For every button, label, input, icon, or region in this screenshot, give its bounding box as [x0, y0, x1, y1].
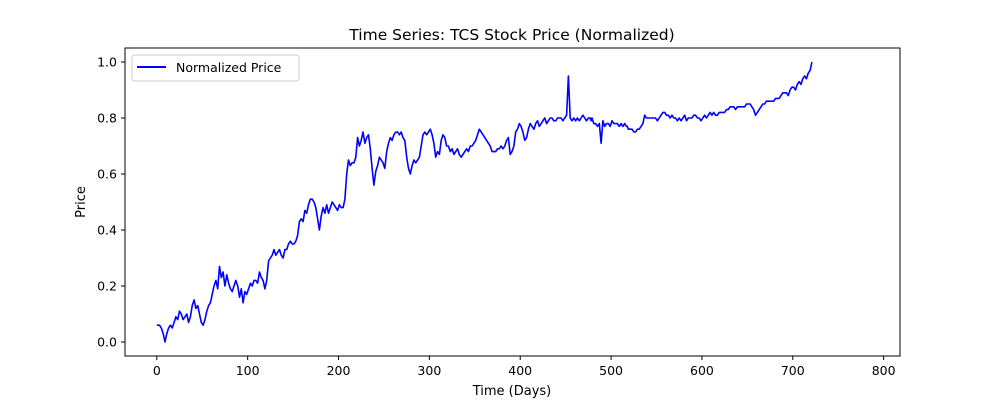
y-tick-label: 0.2	[97, 279, 117, 294]
x-tick-label: 200	[327, 363, 351, 378]
y-tick-label: 0.8	[97, 111, 117, 126]
legend-box	[131, 54, 300, 82]
legend: Normalized Price	[131, 54, 300, 82]
chart-title: Time Series: TCS Stock Price (Normalized…	[348, 26, 674, 44]
x-tick-label: 300	[417, 363, 441, 378]
y-axis-label: Price	[74, 186, 89, 218]
y-tick-label: 0.0	[97, 335, 117, 350]
x-tick-label: 0	[153, 363, 161, 378]
x-tick-label: 100	[236, 363, 260, 378]
y-axis: 0.0 0.2 0.4 0.6 0.8 1.0	[97, 55, 125, 350]
x-tick-label: 600	[690, 363, 714, 378]
x-tick-label: 500	[599, 363, 623, 378]
y-tick-label: 0.4	[97, 223, 117, 238]
y-tick-label: 1.0	[97, 55, 117, 70]
x-tick-label: 400	[508, 363, 532, 378]
x-tick-label: 800	[872, 363, 896, 378]
price-line	[156, 61, 813, 343]
x-axis: 0 100 200 300 400 500 600 700 800	[153, 356, 896, 378]
plot-area	[124, 47, 901, 357]
plot-frame	[124, 47, 901, 357]
x-axis-label: Time (Days)	[472, 384, 552, 399]
y-tick-label: 0.6	[97, 167, 117, 182]
legend-label: Normalized Price	[176, 60, 282, 75]
x-tick-label: 700	[781, 363, 805, 378]
